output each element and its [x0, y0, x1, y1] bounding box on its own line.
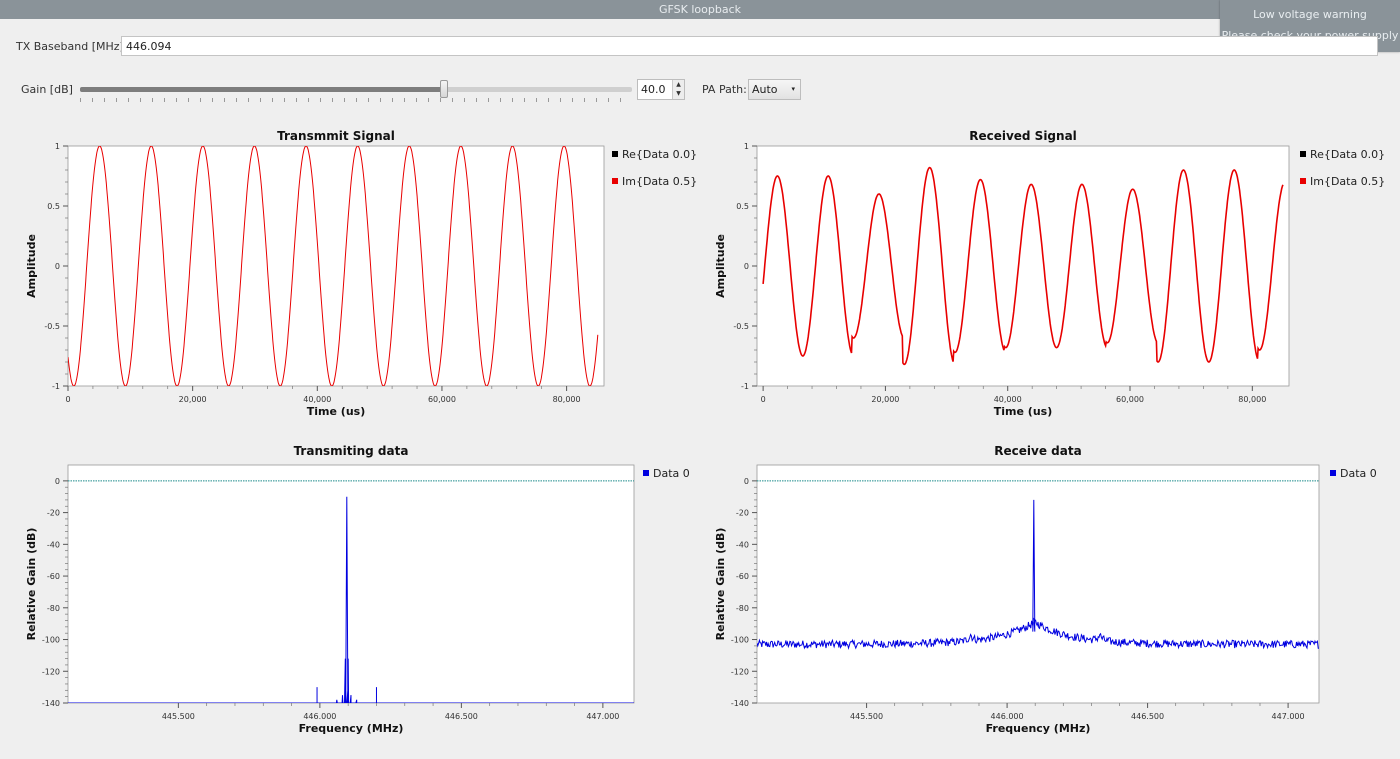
y-axis-label: Amplitude [25, 234, 38, 298]
spin-down-icon[interactable]: ▼ [672, 89, 684, 99]
x-tick-label: 0 [761, 395, 766, 404]
y-tick-label: 0 [744, 262, 749, 271]
legend-swatch [1300, 151, 1306, 157]
notification-title: Low voltage warning [1253, 8, 1367, 21]
baseband-input[interactable]: 446.094 [121, 36, 1378, 56]
x-axis-label: Frequency (MHz) [986, 722, 1091, 735]
y-tick-label: -140 [731, 699, 749, 708]
y-tick-label: -120 [731, 667, 749, 676]
y-tick-label: 0.5 [736, 202, 749, 211]
window-title: GFSK loopback [0, 0, 1400, 19]
x-tick-label: 447.000 [1272, 712, 1305, 721]
chart-title: Transmmit Signal [277, 129, 395, 143]
x-tick-label: 445.500 [850, 712, 883, 721]
x-tick-label: 446.000 [303, 712, 336, 721]
y-axis-label: Amplitude [714, 234, 727, 298]
y-tick-label: -20 [47, 509, 60, 518]
y-tick-label: 1 [744, 142, 749, 151]
y-tick-label: -60 [736, 572, 749, 581]
y-tick-label: -80 [736, 604, 749, 613]
gain-label: Gain [dB] [21, 83, 73, 96]
y-tick-label: -40 [47, 540, 60, 549]
chart-title: Receive data [994, 444, 1081, 458]
y-tick-label: -0.5 [733, 322, 749, 331]
chart-tx-freq: Transmiting data 0 -20 -40 -60 -80 -100 -120 -14… [25, 444, 690, 735]
y-tick-label: -20 [736, 509, 749, 518]
pa-path-label: PA Path: [702, 83, 747, 96]
y-axis-label: Relative Gain (dB) [25, 528, 38, 641]
plot-area [756, 464, 1320, 704]
chart-title: Received Signal [969, 129, 1077, 143]
x-tick-label: 20,000 [179, 395, 207, 404]
legend-swatch [1330, 470, 1336, 476]
plot-area [67, 464, 635, 704]
x-tick-label: 447.000 [586, 712, 619, 721]
x-tick-label: 446.500 [1131, 712, 1164, 721]
y-tick-label: 0.5 [47, 202, 60, 211]
legend-item: Re{Data 0.0} [1310, 148, 1385, 161]
legend-item: Re{Data 0.0} [622, 148, 697, 161]
legend-swatch [612, 178, 618, 184]
y-tick-label: -100 [42, 636, 60, 645]
gain-slider-fill [80, 87, 445, 92]
gain-slider-handle[interactable] [440, 80, 449, 98]
x-tick-label: 40,000 [994, 395, 1022, 404]
chart-tx-time: Transmmit Signal 1 0.5 0 -0.5 -1 0 20,000 40,000… [25, 129, 697, 418]
plot-area [756, 145, 1290, 387]
legend-item: Data 0 [653, 467, 690, 480]
legend-item: Im{Data 0.5} [1310, 175, 1385, 188]
x-tick-label: 80,000 [553, 395, 581, 404]
y-tick-label: 1 [55, 142, 60, 151]
chart-title: Transmiting data [294, 444, 409, 458]
chart-rx-freq: Receive data 0 -20 -40 -60 -80 -100 -120 -140 445… [714, 444, 1377, 735]
x-tick-label: 0 [65, 395, 70, 404]
x-axis-label: Frequency (MHz) [299, 722, 404, 735]
chart-rx-time: Received Signal 1 0.5 0 -0.5 -1 0 20,000 40,000 6… [714, 129, 1385, 418]
chevron-down-icon: ▾ [791, 85, 795, 93]
legend-item: Im{Data 0.5} [622, 175, 697, 188]
legend-swatch [643, 470, 649, 476]
x-axis-label: Time (us) [307, 405, 365, 418]
y-axis-label: Relative Gain (dB) [714, 528, 727, 641]
gain-slider-track[interactable] [80, 87, 632, 92]
gain-slider-ticks [80, 98, 632, 102]
y-tick-label: 0 [55, 262, 60, 271]
y-tick-label: 0 [744, 477, 749, 486]
legend-swatch [1300, 178, 1306, 184]
gain-value: 40.0 [641, 83, 666, 96]
series-line [68, 146, 599, 386]
x-tick-label: 446.500 [445, 712, 478, 721]
series-line [757, 499, 1319, 650]
legend-swatch [612, 151, 618, 157]
spin-up-icon[interactable]: ▲ [672, 80, 684, 90]
y-tick-label: 0 [55, 477, 60, 486]
x-tick-label: 445.500 [162, 712, 195, 721]
x-tick-label: 80,000 [1238, 395, 1266, 404]
series-line [762, 166, 1284, 366]
y-tick-label: -0.5 [44, 322, 60, 331]
baseband-label: TX Baseband [MHz]: [16, 40, 128, 53]
x-tick-label: 40,000 [303, 395, 331, 404]
x-axis-label: Time (us) [994, 405, 1052, 418]
x-tick-label: 60,000 [428, 395, 456, 404]
y-tick-label: -1 [52, 382, 60, 391]
plot-area [67, 145, 605, 387]
y-tick-label: -1 [741, 382, 749, 391]
x-tick-label: 60,000 [1116, 395, 1144, 404]
y-tick-label: -80 [47, 604, 60, 613]
y-tick-label: -40 [736, 540, 749, 549]
x-tick-label: 20,000 [871, 395, 899, 404]
y-tick-label: -100 [731, 636, 749, 645]
pa-path-value: Auto [752, 83, 778, 96]
y-tick-label: -120 [42, 667, 60, 676]
x-tick-label: 446.000 [991, 712, 1024, 721]
pa-path-select[interactable]: Auto ▾ [748, 79, 801, 100]
legend-item: Data 0 [1340, 467, 1377, 480]
y-tick-label: -60 [47, 572, 60, 581]
gain-spinbox[interactable]: 40.0 ▲ ▼ [637, 79, 685, 100]
y-tick-label: -140 [42, 699, 60, 708]
